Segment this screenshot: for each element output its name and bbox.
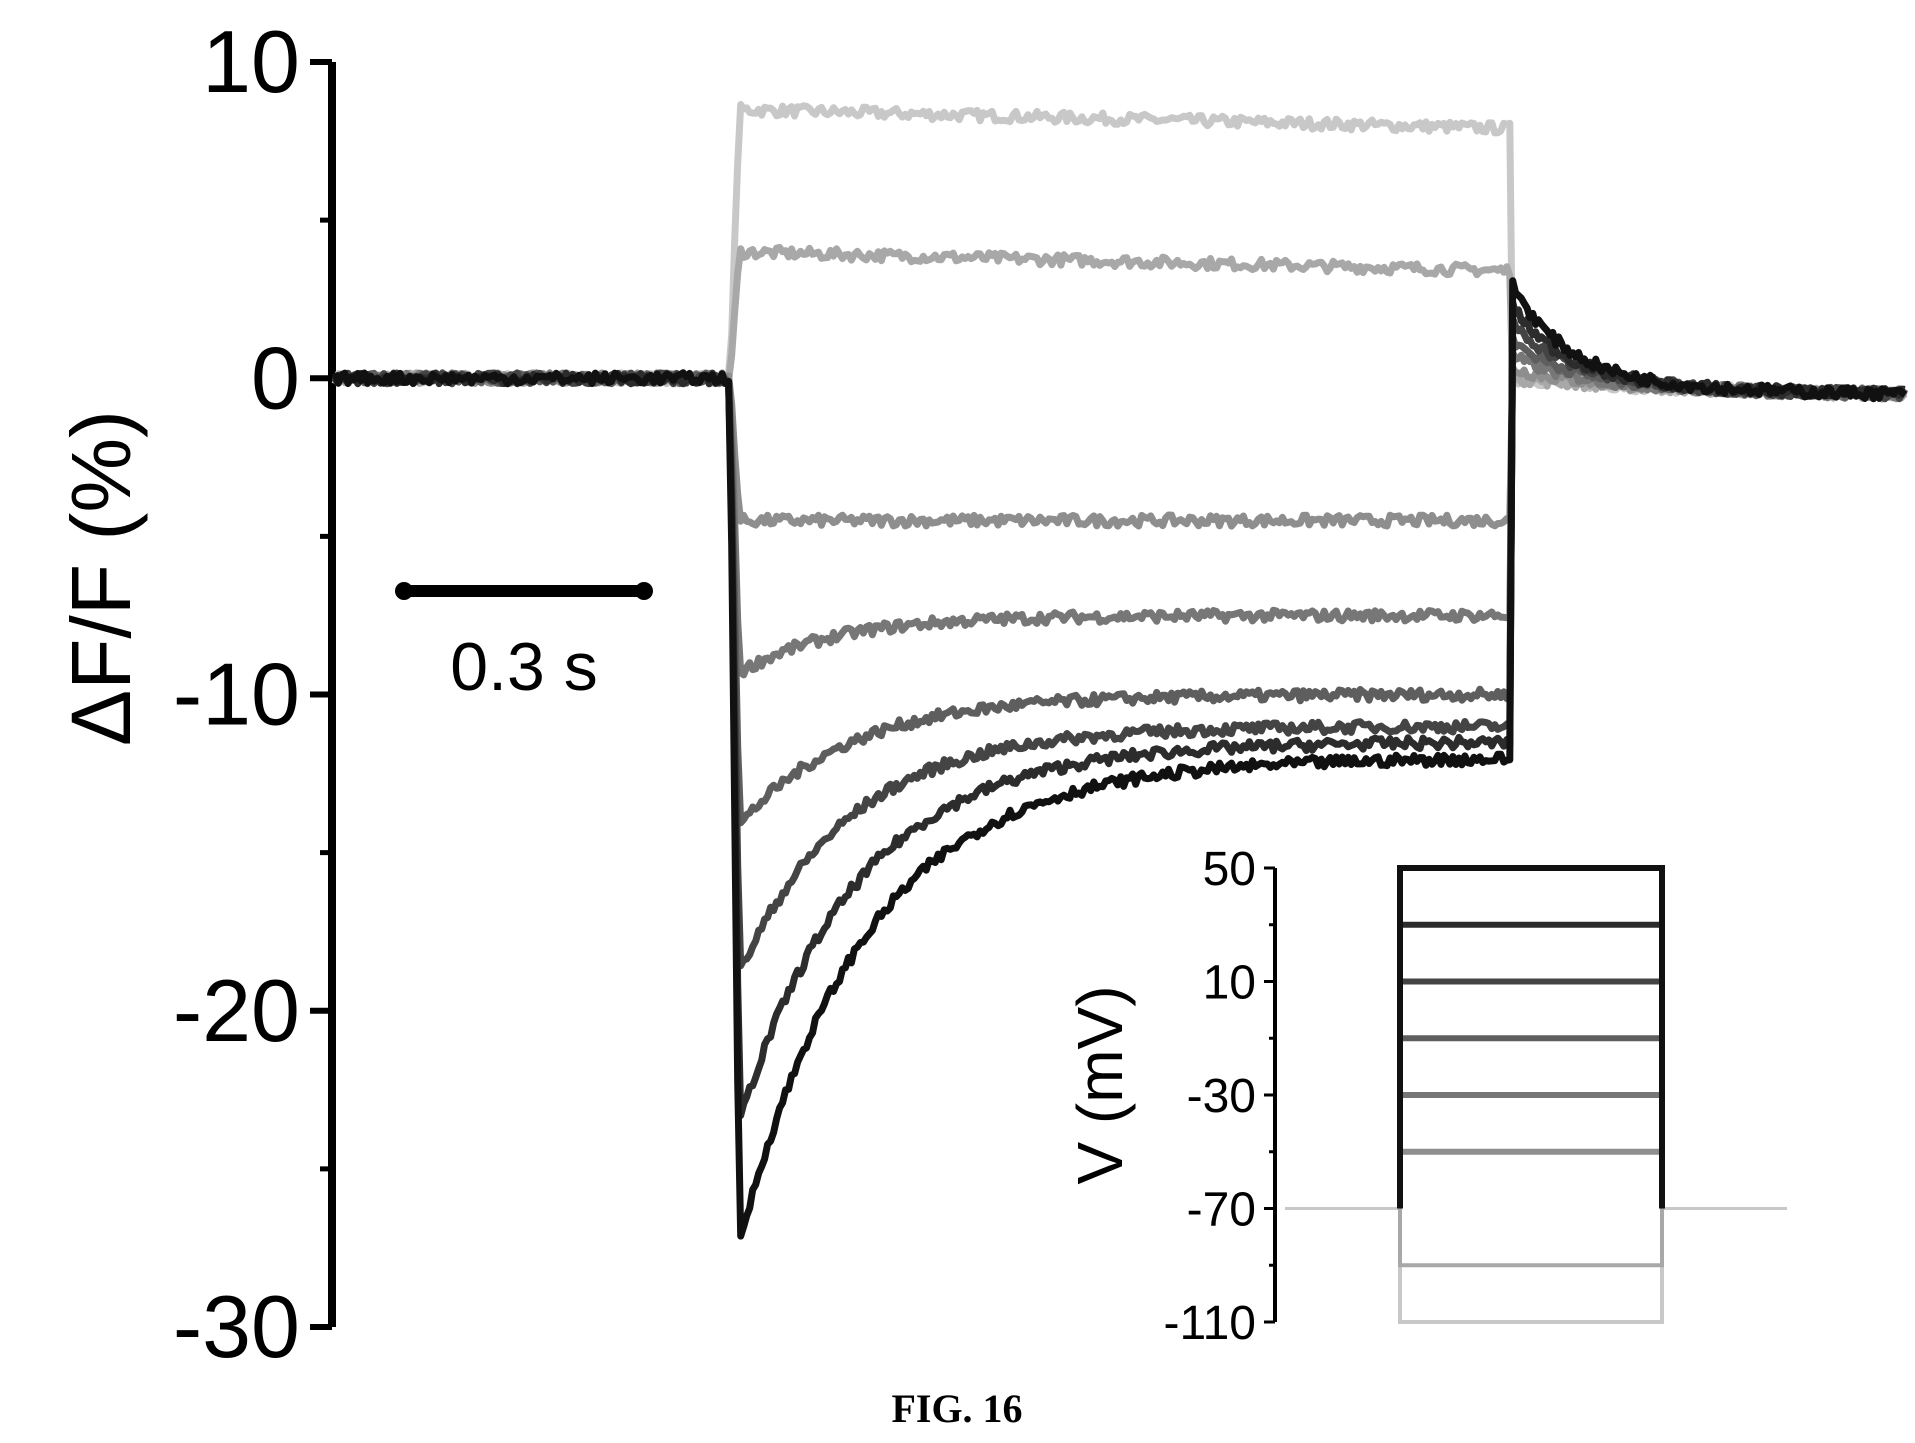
- main-y-tick-label: 0: [251, 328, 300, 427]
- inset-y-tick-label: 50: [1203, 843, 1256, 896]
- voltage-inset-chart: V (mV) 50 10 -30 -70 -110: [1064, 843, 1787, 1350]
- fluorescence-traces: [331, 101, 1908, 1240]
- scale-bar-end-left: [395, 582, 413, 600]
- main-y-axis-label: ΔF/F (%): [54, 410, 148, 746]
- fluorescence-trace: [331, 277, 1907, 1240]
- inset-y-tick-label: -70: [1187, 1184, 1256, 1237]
- inset-y-tick-label: -30: [1187, 1070, 1256, 1123]
- inset-y-axis-label: V (mV): [1064, 985, 1136, 1184]
- time-scale-bar: 0.3 s: [395, 582, 653, 705]
- voltage-step: [1397, 865, 1665, 1209]
- figure-caption: FIG. 16: [891, 1386, 1022, 1431]
- fluorescence-trace: [331, 333, 1908, 827]
- voltage-step: [1398, 1208, 1664, 1268]
- voltage-step: [1397, 1148, 1665, 1209]
- main-chart: ΔF/F (%) 10 0 -10 -20 -30 0.3 s: [54, 12, 1908, 1376]
- voltage-steps: [1285, 865, 1787, 1324]
- main-y-ticks: [310, 59, 332, 1330]
- inset-y-tick-label: -110: [1163, 1297, 1256, 1350]
- main-y-tick-label: -30: [173, 1277, 300, 1376]
- main-y-tick-label: -10: [173, 645, 300, 744]
- fluorescence-trace: [332, 348, 1908, 679]
- scale-bar-label: 0.3 s: [450, 629, 597, 705]
- main-y-tick-label: 10: [202, 12, 300, 111]
- voltage-step: [1397, 921, 1665, 1209]
- inset-y-tick-labels: 50 10 -30 -70 -110: [1163, 843, 1256, 1350]
- main-y-tick-labels: 10 0 -10 -20 -30: [173, 12, 300, 1376]
- scale-bar-end-right: [635, 582, 653, 600]
- inset-y-ticks: [1264, 866, 1275, 1324]
- main-y-tick-label: -20: [173, 961, 300, 1060]
- voltage-step: [1397, 1035, 1665, 1209]
- inset-y-tick-label: 10: [1203, 957, 1256, 1010]
- fluorescence-trace: [331, 101, 1908, 403]
